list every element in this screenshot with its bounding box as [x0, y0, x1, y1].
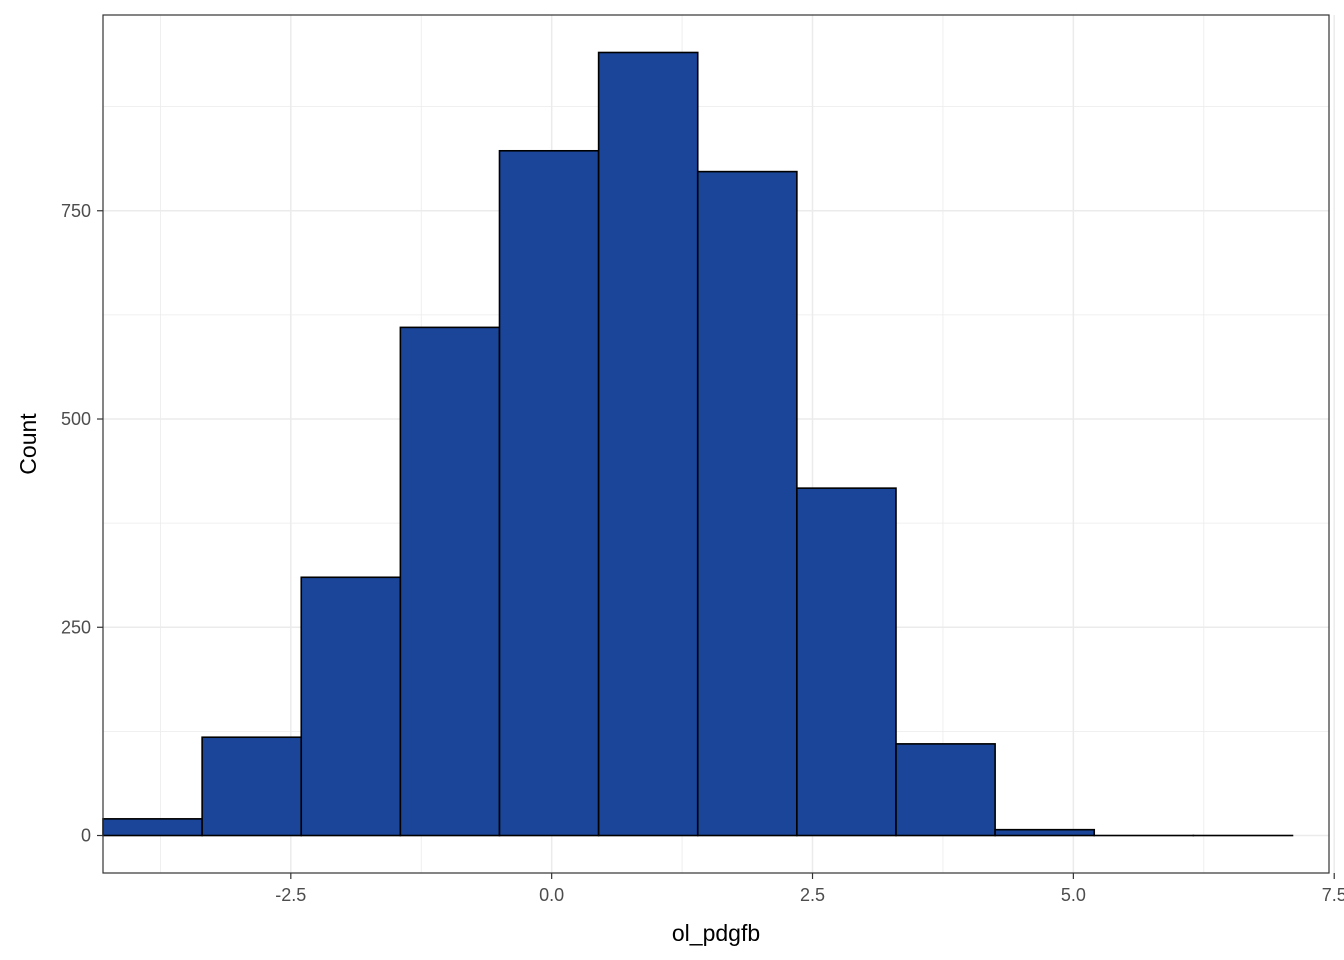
- x-tick-label: 0.0: [539, 885, 564, 905]
- x-tick-label: -2.5: [275, 885, 306, 905]
- histogram-bar-3: [300, 576, 402, 837]
- y-tick-label: 750: [61, 201, 91, 221]
- histogram-bar-2: [201, 736, 303, 837]
- histogram-bar-6: [597, 51, 699, 837]
- histogram-bar-8: [796, 487, 897, 837]
- histogram-bar-7: [696, 170, 798, 837]
- histogram-bars: [102, 51, 1294, 837]
- x-tick-label: 7.5: [1322, 885, 1344, 905]
- histogram-bar-9: [895, 743, 996, 837]
- histogram-bar-5: [498, 149, 600, 837]
- histogram-bar-4: [399, 326, 501, 837]
- histogram-bar-1: [102, 818, 203, 837]
- y-tick-label: 250: [61, 617, 91, 637]
- x-axis-title: ol_pdgfb: [672, 920, 760, 946]
- histogram-bar-10: [994, 828, 1096, 837]
- y-axis-title: Count: [15, 413, 41, 475]
- x-axis: -2.5 0.0 2.5 5.0 7.5: [275, 873, 1344, 905]
- y-tick-label: 500: [61, 409, 91, 429]
- x-tick-label: 5.0: [1061, 885, 1086, 905]
- y-axis: 0 250 500 750: [61, 201, 103, 846]
- x-tick-label: 2.5: [800, 885, 825, 905]
- plot-panel-border: [102, 14, 1330, 874]
- y-tick-label: 0: [81, 826, 91, 846]
